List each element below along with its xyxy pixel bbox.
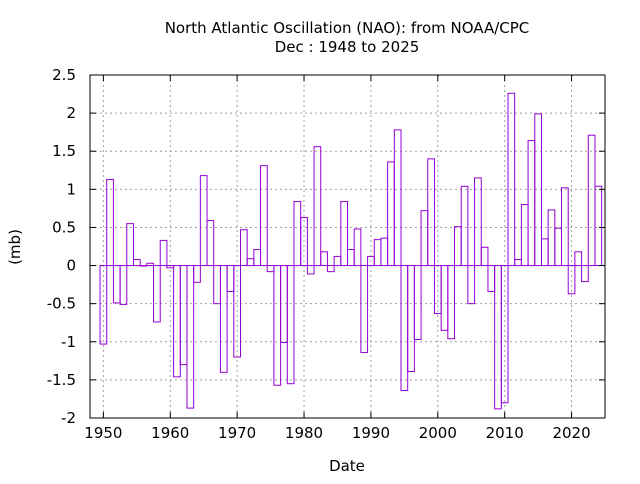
bar-1950 (99, 265, 108, 345)
bar-1982 (313, 146, 322, 267)
bar-2022 (581, 265, 589, 283)
bar-2016 (540, 238, 549, 267)
chart-subtitle: Dec : 1948 to 2025 (275, 38, 420, 56)
x-axis-label: Date (329, 457, 365, 475)
bar-1970 (233, 265, 241, 358)
y-tick-label: 1 (66, 180, 76, 198)
y-tick-label: -2 (61, 409, 76, 427)
y-tick-label: 2.5 (52, 66, 76, 84)
bar-1967 (213, 265, 221, 305)
bar-1994 (393, 129, 402, 267)
x-tick-label: 1990 (352, 424, 390, 442)
bar-1981 (306, 265, 315, 275)
bar-1959 (159, 239, 168, 267)
bar-2008 (487, 265, 496, 292)
bar-1961 (173, 265, 181, 378)
bar-2012 (514, 258, 522, 267)
bar-1988 (353, 228, 362, 267)
bar-1969 (226, 265, 235, 292)
bar-1979 (293, 201, 302, 267)
bar-1964 (193, 265, 201, 283)
y-tick-label: -0.5 (47, 295, 76, 313)
y-axis-label: (mb) (6, 229, 24, 265)
bar-1968 (219, 265, 228, 373)
bar-2002 (447, 265, 456, 340)
bar-1953 (119, 265, 128, 305)
bar-1983 (320, 251, 328, 267)
bar-2024 (594, 185, 603, 267)
plot-border (89, 74, 606, 419)
bar-1987 (347, 249, 355, 267)
bar-1951 (106, 178, 114, 267)
y-tick-label: 1.5 (52, 142, 76, 160)
x-tick-label: 2000 (419, 424, 457, 442)
bar-1971 (239, 229, 248, 267)
bar-1954 (126, 223, 134, 267)
bar-1966 (206, 220, 215, 267)
bar-2001 (440, 265, 449, 331)
x-tick-label: 2020 (552, 424, 590, 442)
x-tick-label: 1970 (218, 424, 256, 442)
bar-1962 (179, 265, 188, 366)
bar-1996 (407, 265, 415, 373)
bar-1952 (112, 265, 121, 304)
bar-1975 (266, 265, 275, 273)
bars (99, 92, 603, 410)
y-tick-label: -1.5 (47, 371, 76, 389)
bar-2007 (480, 246, 489, 267)
bar-1998 (420, 210, 429, 267)
bar-2003 (454, 226, 462, 267)
x-tick-label: 1980 (285, 424, 323, 442)
bar-1997 (413, 265, 422, 340)
bar-1986 (340, 201, 348, 267)
bar-2009 (494, 265, 502, 410)
x-tick-label: 2010 (486, 424, 524, 442)
bar-1995 (400, 265, 409, 392)
bar-1984 (326, 265, 335, 273)
bar-1989 (360, 265, 369, 353)
bar-2018 (554, 227, 563, 267)
bar-2011 (507, 92, 516, 267)
bar-1976 (273, 265, 282, 386)
bar-1963 (186, 265, 195, 409)
bar-2015 (534, 113, 542, 267)
x-tick-label: 1960 (151, 424, 189, 442)
bar-2004 (460, 185, 469, 267)
y-tick-label: -1 (61, 333, 76, 351)
bar-1972 (246, 258, 255, 267)
bar-1978 (286, 265, 295, 385)
bar-2020 (567, 265, 576, 295)
bar-2014 (527, 140, 536, 267)
bar-2005 (467, 265, 476, 305)
y-tick-label: 0.5 (52, 218, 76, 236)
bar-1955 (132, 258, 141, 267)
bar-2010 (500, 265, 509, 404)
bar-2023 (587, 134, 596, 267)
bar-1973 (253, 249, 262, 267)
bar-1957 (146, 262, 155, 267)
bar-1985 (333, 255, 342, 267)
bar-1958 (153, 265, 161, 323)
y-tick-label: 0 (66, 257, 76, 275)
bar-1956 (139, 265, 148, 267)
bar-1980 (300, 217, 308, 267)
bar-1999 (427, 158, 435, 267)
y-tick-label: 2 (66, 104, 76, 122)
bar-1991 (373, 239, 382, 267)
bar-1974 (260, 165, 268, 267)
bar-1992 (380, 237, 389, 267)
x-tick-label: 1950 (84, 424, 122, 442)
bar-1993 (387, 161, 395, 267)
bar-2019 (561, 187, 569, 267)
bar-2013 (520, 204, 529, 267)
chart-title: North Atlantic Oscillation (NAO): from N… (165, 19, 530, 37)
bar-2017 (547, 209, 556, 267)
bar-2021 (574, 251, 583, 267)
bar-2006 (474, 177, 482, 267)
